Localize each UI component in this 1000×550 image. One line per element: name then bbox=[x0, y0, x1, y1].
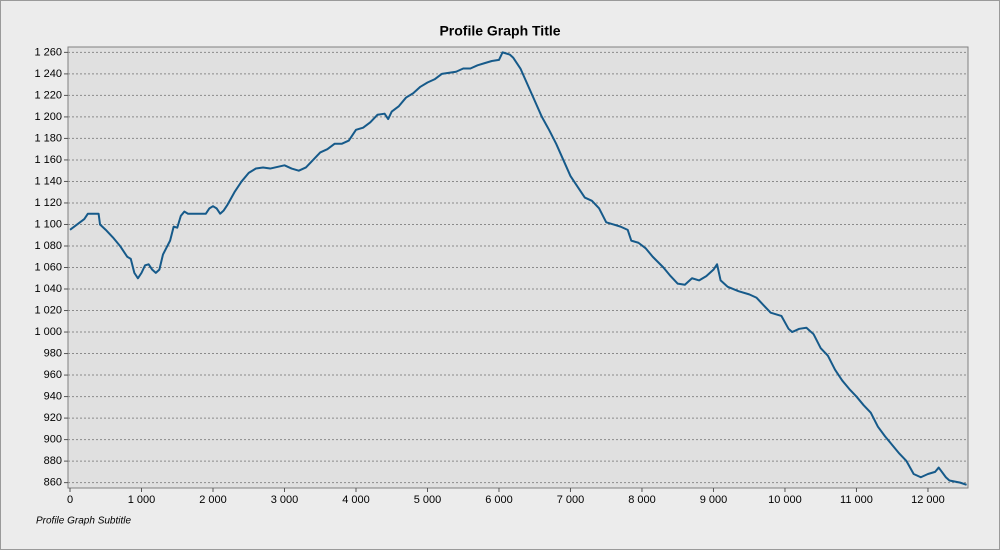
y-tick-label: 1 160 bbox=[34, 154, 62, 166]
x-tick-label: 6 000 bbox=[485, 494, 513, 506]
x-tick-label: 2 000 bbox=[199, 494, 227, 506]
y-tick-label: 860 bbox=[44, 477, 62, 489]
y-tick-label: 1 140 bbox=[34, 175, 62, 187]
y-tick-label: 1 240 bbox=[34, 68, 62, 80]
profile-line bbox=[69, 51, 967, 486]
y-tick-label: 980 bbox=[44, 347, 62, 359]
y-tick-label: 900 bbox=[44, 434, 62, 446]
y-tick-label: 1 020 bbox=[34, 304, 62, 316]
y-tick-label: 1 120 bbox=[34, 197, 62, 209]
y-tick-label: 1 060 bbox=[34, 261, 62, 273]
x-tick-label: 12 000 bbox=[911, 494, 945, 506]
x-tick-label: 3 000 bbox=[271, 494, 299, 506]
x-tick-label: 4 000 bbox=[342, 494, 370, 506]
chart-subtitle: Profile Graph Subtitle bbox=[36, 516, 131, 527]
x-tick-label: 10 000 bbox=[768, 494, 802, 506]
y-tick-label: 1 100 bbox=[34, 218, 62, 230]
x-tick-label: 7 000 bbox=[557, 494, 585, 506]
x-tick-label: 8 000 bbox=[628, 494, 656, 506]
y-tick-label: 880 bbox=[44, 455, 62, 467]
y-tick-label: 940 bbox=[44, 390, 62, 402]
x-tick-label: 9 000 bbox=[700, 494, 728, 506]
x-tick-label: 1 000 bbox=[128, 494, 156, 506]
y-tick-label: 1 220 bbox=[34, 89, 62, 101]
y-tick-label: 1 080 bbox=[34, 240, 62, 252]
y-tick-label: 960 bbox=[44, 369, 62, 381]
y-tick-label: 1 000 bbox=[34, 326, 62, 338]
y-tick-label: 1 040 bbox=[34, 283, 62, 295]
chart-title: Profile Graph Title bbox=[439, 23, 560, 39]
x-tick-label: 5 000 bbox=[414, 494, 442, 506]
y-tick-label: 1 260 bbox=[34, 46, 62, 58]
y-tick-label: 1 200 bbox=[34, 111, 62, 123]
y-tick-label: 1 180 bbox=[34, 132, 62, 144]
x-tick-label: 0 bbox=[67, 494, 73, 506]
y-tick-label: 920 bbox=[44, 412, 62, 424]
x-tick-label: 11 000 bbox=[840, 494, 873, 506]
